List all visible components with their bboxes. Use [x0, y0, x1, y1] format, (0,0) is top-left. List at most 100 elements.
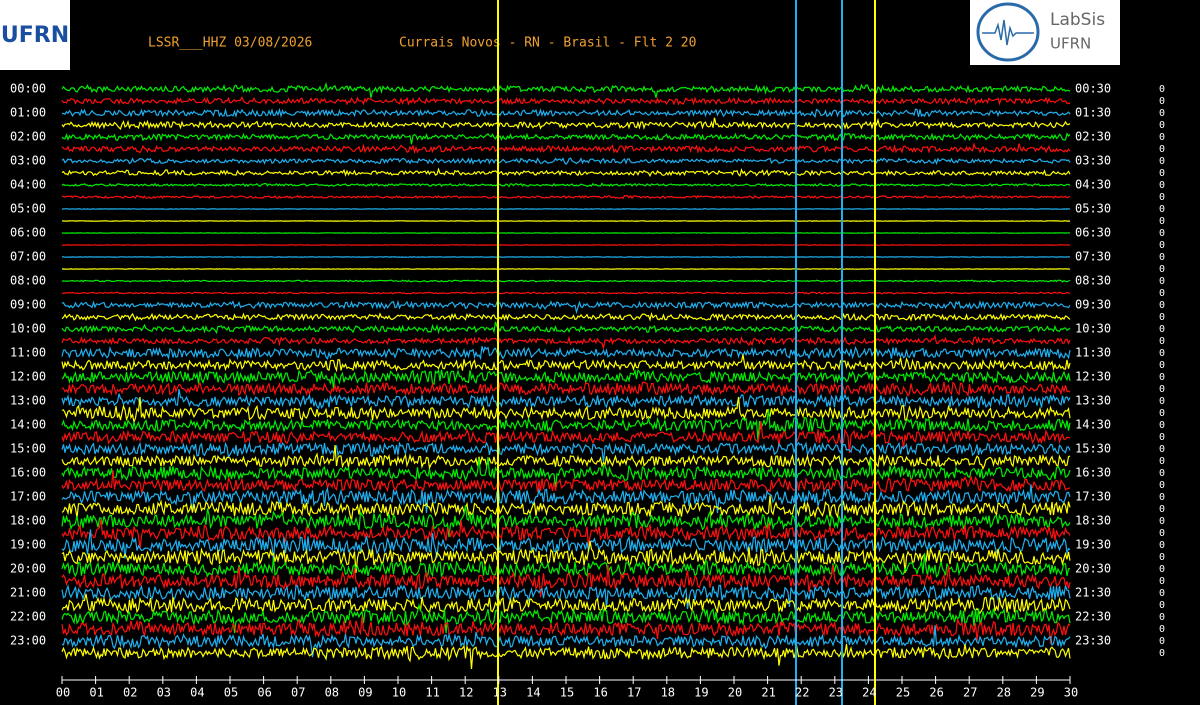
right-time-label: 02:30	[1075, 130, 1111, 144]
bottom-label: 26	[929, 686, 943, 700]
seismic-trace	[61, 142, 1071, 154]
right-marker: 0	[1159, 468, 1165, 479]
seismic-trace	[61, 279, 1071, 283]
right-time-label: 21:30	[1075, 586, 1111, 600]
right-marker: 0	[1159, 264, 1165, 275]
left-time-label: 15:00	[10, 442, 46, 456]
left-time-label: 21:00	[10, 586, 46, 600]
right-marker: 0	[1159, 108, 1165, 119]
right-marker: 0	[1159, 420, 1165, 431]
right-marker: 0	[1159, 372, 1165, 383]
seismic-trace	[61, 388, 1071, 410]
logo-ufrn-bg	[0, 0, 70, 70]
bottom-label: 14	[526, 686, 540, 700]
seismic-trace	[61, 311, 1071, 322]
seismic-trace	[61, 552, 1071, 579]
bottom-label: 13	[493, 686, 507, 700]
seismic-trace	[61, 117, 1071, 130]
right-marker: 0	[1159, 480, 1165, 491]
left-time-label: 19:00	[10, 538, 46, 552]
left-time-label: 20:00	[10, 562, 46, 576]
bottom-label: 10	[392, 686, 406, 700]
logo-labsis-wave	[982, 19, 1034, 46]
right-time-label: 10:30	[1075, 322, 1111, 336]
right-marker: 0	[1159, 516, 1165, 527]
left-time-label: 02:00	[10, 130, 46, 144]
bottom-label: 03	[157, 686, 171, 700]
seismic-trace	[61, 95, 1071, 106]
logo-ufrn: UFRN	[0, 0, 70, 70]
seismic-trace	[61, 625, 1071, 658]
seismic-trace	[61, 505, 1071, 538]
left-time-label: 10:00	[10, 322, 46, 336]
right-time-label: 15:30	[1075, 442, 1111, 456]
right-marker: 0	[1159, 528, 1165, 539]
bottom-label: 25	[896, 686, 910, 700]
seismic-trace	[62, 107, 1071, 119]
right-time-label: 03:30	[1075, 154, 1111, 168]
right-time-label: 04:30	[1075, 178, 1111, 192]
right-marker: 0	[1159, 504, 1165, 515]
seismic-trace	[61, 396, 1071, 425]
seismic-trace	[61, 182, 1071, 188]
left-time-label: 13:00	[10, 394, 46, 408]
right-marker: 0	[1159, 96, 1165, 107]
right-marker: 0	[1159, 240, 1165, 251]
right-time-label: 20:30	[1075, 562, 1111, 576]
seismic-trace	[61, 529, 1071, 562]
seismic-trace	[61, 194, 1071, 200]
left-time-label: 00:00	[10, 82, 46, 96]
bottom-label: 12	[459, 686, 473, 700]
right-marker: 0	[1159, 228, 1165, 239]
seismic-trace	[61, 157, 1071, 166]
right-time-label: 06:30	[1075, 226, 1111, 240]
right-marker: 0	[1159, 192, 1165, 203]
seismic-trace	[61, 334, 1071, 351]
right-marker: 0	[1159, 564, 1165, 575]
right-marker: 0	[1159, 648, 1165, 659]
right-marker: 0	[1159, 156, 1165, 167]
station-title: LSSR___HHZ 03/08/2026	[148, 36, 312, 51]
bottom-label: 28	[997, 686, 1011, 700]
right-time-label: 17:30	[1075, 490, 1111, 504]
right-marker: 0	[1159, 396, 1165, 407]
right-marker: 0	[1159, 84, 1165, 95]
bottom-label: 21	[761, 686, 775, 700]
seismic-trace	[61, 368, 1071, 389]
seismic-trace	[61, 354, 1071, 373]
right-marker: 0	[1159, 456, 1165, 467]
bottom-label: 11	[425, 686, 439, 700]
bottom-label: 19	[694, 686, 708, 700]
right-marker: 0	[1159, 432, 1165, 443]
left-time-label: 12:00	[10, 370, 46, 384]
right-time-label: 18:30	[1075, 514, 1111, 528]
right-marker: 0	[1159, 624, 1165, 635]
bottom-label: 24	[862, 686, 876, 700]
right-marker: 0	[1159, 180, 1165, 191]
bottom-label: 23	[829, 686, 843, 700]
right-marker: 0	[1159, 348, 1165, 359]
seismic-trace	[61, 456, 1071, 489]
seismic-trace	[61, 583, 1071, 610]
seismic-trace	[61, 495, 1071, 521]
right-marker: 0	[1159, 540, 1165, 551]
seismic-trace	[61, 381, 1071, 398]
bottom-label: 30	[1064, 686, 1078, 700]
seismic-trace	[61, 268, 1071, 270]
location-title: Currais Novos - RN - Brasil - Flt 2 20	[399, 36, 696, 51]
seismic-trace	[61, 602, 1071, 634]
seismic-trace	[61, 291, 1071, 295]
bottom-label: 01	[89, 686, 103, 700]
seismic-trace	[61, 420, 1071, 454]
seismic-trace	[61, 644, 1071, 670]
bottom-label: 16	[593, 686, 607, 700]
seismic-trace	[61, 441, 1071, 464]
right-marker: 0	[1159, 576, 1165, 587]
seismic-trace	[61, 232, 1071, 234]
left-time-label: 05:00	[10, 202, 46, 216]
left-time-label: 03:00	[10, 154, 46, 168]
bottom-label: 08	[325, 686, 339, 700]
seismic-trace	[61, 616, 1071, 644]
right-marker: 0	[1159, 444, 1165, 455]
